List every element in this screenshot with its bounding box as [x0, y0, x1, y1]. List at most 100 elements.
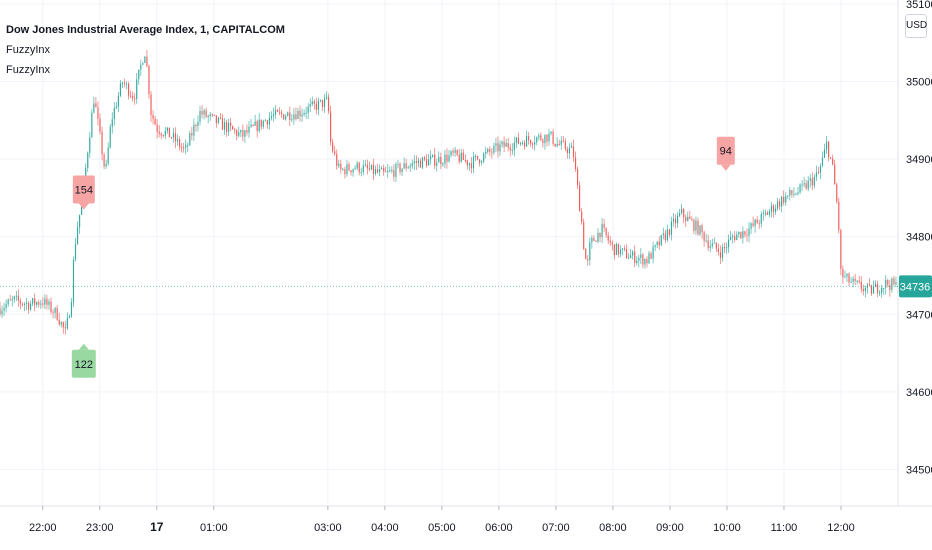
last-price-box: [899, 275, 932, 298]
candle-body: [344, 169, 346, 175]
label-pointer: [78, 343, 89, 350]
candle-body: [734, 236, 736, 241]
candle-body: [719, 252, 722, 258]
candle-body: [479, 159, 481, 164]
candle-body: [752, 223, 754, 226]
time-axis[interactable]: 22:00 23:00 17 01:00 03:00 04:00 05:00 06:00 07:…: [29, 506, 855, 534]
candle-body: [256, 121, 258, 131]
candle-body: [360, 171, 362, 173]
candle-body: [413, 161, 415, 164]
candle-body: [95, 103, 97, 108]
candle-body: [448, 155, 450, 162]
indicator-label-1[interactable]: FuzzyInx: [6, 44, 51, 56]
candle-body: [534, 142, 536, 145]
candle-body: [189, 133, 191, 146]
candle-body: [72, 259, 75, 303]
candle-body: [183, 147, 185, 149]
peak-label[interactable]: 94: [716, 136, 735, 171]
indicator-label-2[interactable]: FuzzyInx: [6, 64, 51, 76]
price-tick-label: 34500: [906, 465, 932, 477]
candle-body: [574, 157, 577, 170]
candle-body: [389, 170, 391, 172]
currency-button[interactable]: USD: [905, 14, 927, 38]
candle-body: [583, 222, 585, 249]
candle-body: [23, 304, 26, 306]
candle-body: [132, 96, 134, 99]
candle-body: [179, 139, 181, 148]
candle-body: [195, 125, 197, 127]
candle-body: [103, 154, 105, 167]
time-tick-label: 11:00: [771, 522, 798, 534]
candle-body: [336, 153, 338, 166]
candle-body: [491, 151, 493, 153]
candle-body: [642, 254, 644, 265]
candle-body: [315, 103, 317, 110]
candle-body: [58, 319, 60, 325]
peak-label[interactable]: 154: [72, 175, 95, 210]
price-tick-label: 35000: [906, 76, 932, 88]
candle-body: [232, 126, 234, 130]
candle-body: [864, 287, 866, 292]
candle-body: [807, 180, 809, 189]
candle-body: [766, 212, 768, 215]
candle-body: [242, 129, 244, 137]
candle-body: [89, 137, 91, 153]
candle-body: [666, 229, 668, 241]
candle-body: [225, 122, 228, 132]
candle-body: [350, 170, 352, 173]
candle-body: [550, 131, 552, 134]
candle-body: [821, 157, 824, 166]
candle-body: [238, 132, 240, 136]
candle-body: [713, 242, 715, 244]
candle-body: [236, 130, 238, 136]
candle-body: [846, 273, 848, 277]
candle-body: [730, 236, 732, 240]
candle-body: [776, 201, 779, 209]
candle-body: [715, 242, 717, 249]
candle-body: [485, 151, 487, 154]
candle-body: [268, 117, 270, 125]
candle-body: [176, 139, 179, 142]
candle-body: [313, 101, 315, 104]
candle-body: [799, 184, 801, 193]
candle-body: [56, 307, 58, 320]
candle-body: [621, 248, 624, 250]
candle-body: [399, 163, 401, 173]
symbol-title[interactable]: Dow Jones Industrial Average Index, 1, C…: [6, 24, 285, 36]
candle-body: [421, 157, 424, 168]
candle-body: [740, 231, 742, 238]
candle-body: [815, 172, 817, 177]
candle-body: [542, 139, 544, 144]
candle-body: [656, 241, 658, 245]
candle-body: [211, 114, 213, 116]
candle-body: [693, 220, 695, 231]
candle-body: [0, 308, 1, 315]
candle-body: [838, 201, 840, 230]
time-tick-label: 09:00: [656, 522, 684, 534]
candle-body: [444, 154, 446, 164]
price-axis[interactable]: 34500 34600 34700 34800 34900 35000 35100: [906, 0, 932, 477]
candle-body: [27, 302, 30, 310]
candle-body: [495, 143, 497, 146]
candle-body: [748, 228, 750, 236]
candle-body: [611, 242, 613, 245]
candle-body: [383, 168, 385, 172]
candle-body: [538, 135, 540, 138]
candle-body: [499, 144, 501, 152]
candle-body: [895, 282, 897, 285]
candle-body: [115, 106, 117, 109]
candle-body: [625, 249, 628, 259]
candle-body: [438, 156, 440, 163]
time-tick-label: 10:00: [713, 522, 741, 534]
candle-body: [581, 211, 583, 223]
candle-body: [297, 110, 299, 120]
candle-body: [872, 286, 875, 294]
candle-body: [223, 122, 226, 130]
candle-body: [736, 234, 738, 241]
candle-body: [252, 124, 254, 126]
chart-legend: Dow Jones Industrial Average Index, 1, C…: [6, 20, 285, 80]
trough-label[interactable]: 122: [71, 343, 96, 378]
candle-body: [783, 196, 785, 203]
